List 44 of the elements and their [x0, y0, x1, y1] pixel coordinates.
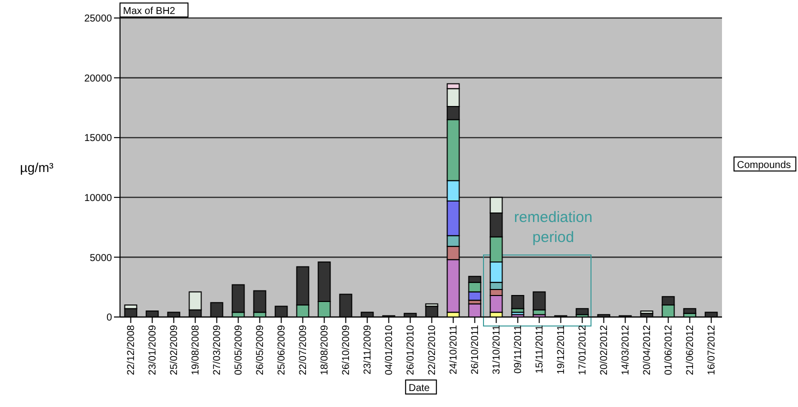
bar	[640, 310, 654, 314]
x-tick-label: 26/10/2009	[340, 324, 352, 376]
x-tick-label: 09/11/2011	[512, 324, 524, 374]
chart-title: Max of BH2	[123, 6, 176, 17]
y-tick-label: 20000	[84, 73, 112, 84]
x-tick-label: 25/02/2009	[168, 324, 180, 376]
x-tick-label: 18/08/2009	[319, 324, 330, 376]
y-axis-title: µg/m³	[20, 160, 54, 176]
text: Compounds	[737, 160, 791, 171]
y-tick-label: 15000	[84, 133, 112, 144]
x-tick-label: 14/03/2012	[620, 324, 632, 376]
x-tick-label: 01/06/2012	[663, 324, 674, 376]
y-tick-label: 25000	[84, 14, 112, 25]
x-tick-label: 15/11/2011	[534, 324, 546, 374]
x-tick-label: 23/01/2009	[147, 324, 158, 376]
x-tick-label: 19/12/2011	[556, 324, 567, 374]
x-tick-label: 26/10/2011	[470, 324, 481, 374]
x-tick-label: 19/08/2008	[190, 324, 202, 376]
x-tick-label: 04/01/2010	[384, 324, 395, 376]
x-tick-label: 20/02/2012	[598, 324, 610, 376]
x-tick-label: 23/11/2009	[362, 324, 374, 374]
x-tick-label: 24/10/2011	[448, 324, 460, 374]
y-tick-label: 5000	[90, 252, 112, 264]
x-tick-label: 31/10/2011	[491, 324, 502, 374]
bar	[253, 290, 266, 313]
x-tick-label: 22/07/2009	[298, 324, 309, 376]
x-axis-title: Date	[408, 383, 430, 394]
bar	[232, 284, 245, 313]
annotation: remediation period	[514, 209, 592, 246]
x-tick-label: 20/04/2012	[642, 324, 653, 376]
x-tick-label: 16/07/2012	[706, 324, 718, 376]
x-tick-label: 05/05/2009	[233, 324, 244, 376]
x-tick-label: 27/03/2009	[212, 324, 223, 376]
bar	[511, 294, 524, 310]
x-tick-label: 22/12/2008	[126, 324, 137, 376]
x-tick-label: 17/01/2012	[577, 324, 588, 376]
y-tick-label: 0	[106, 312, 112, 324]
x-tick-label: 26/01/2010	[405, 324, 416, 376]
x-tick-label: 25/06/2009	[276, 324, 288, 376]
x-tick-label: 22/02/2010	[426, 324, 438, 376]
x-tick-label: 21/06/2012	[684, 324, 696, 376]
x-tick-label: 26/05/2009	[254, 324, 266, 376]
bar	[683, 308, 696, 314]
y-tick-label: 10000	[84, 192, 112, 204]
